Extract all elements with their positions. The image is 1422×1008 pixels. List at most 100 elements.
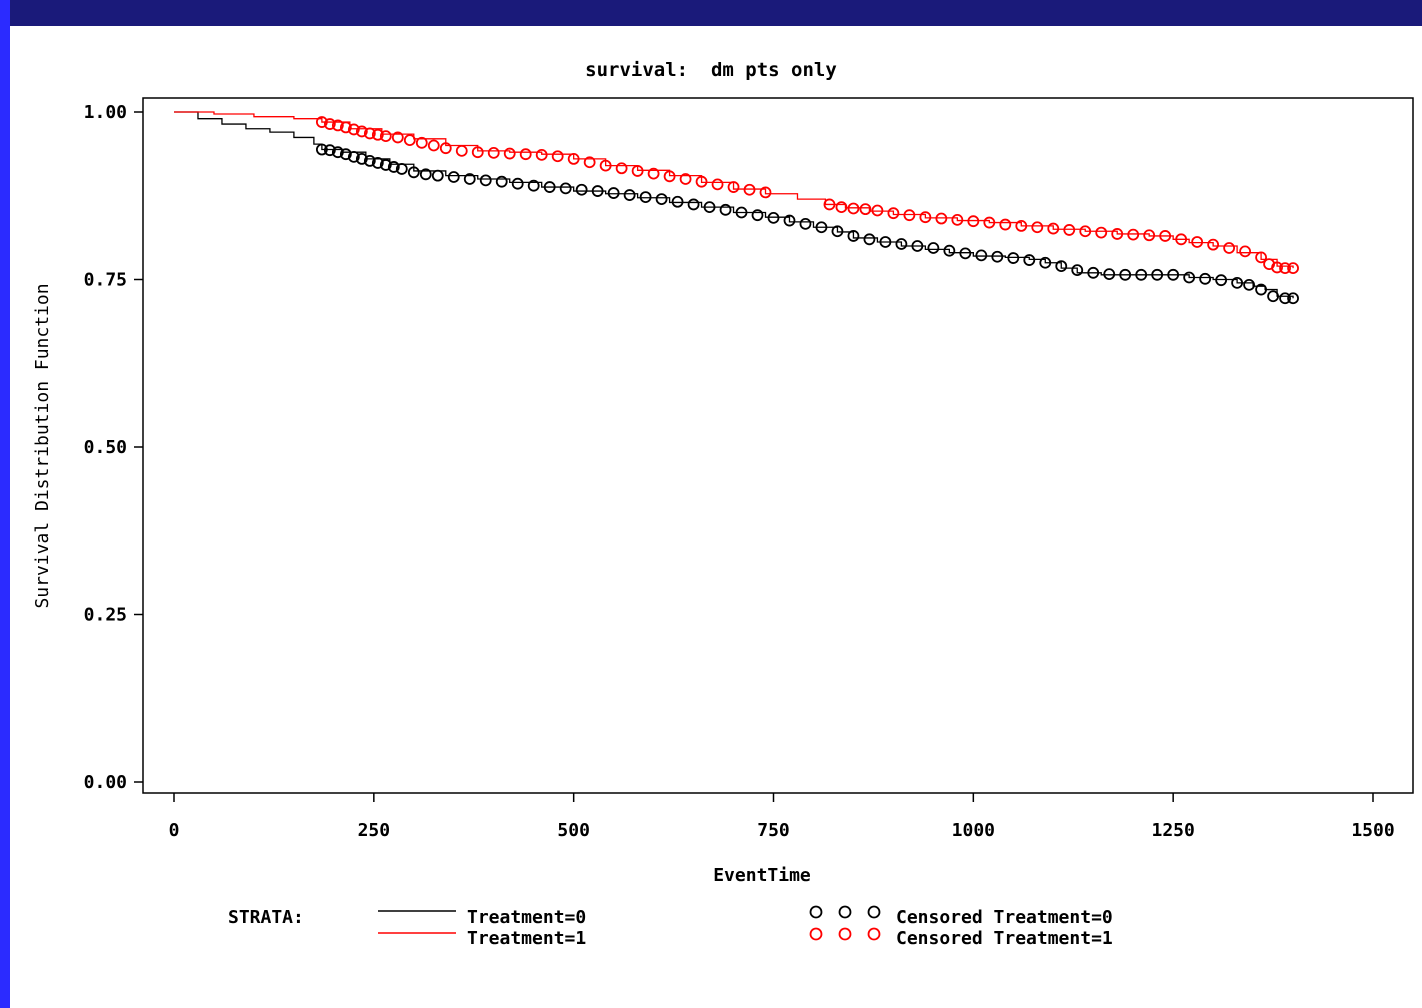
legend-text-censored1: Censored Treatment=1 [896, 928, 1113, 949]
censor-point-treatment1 [999, 218, 1012, 231]
censor-point-treatment0 [495, 175, 508, 188]
censor-point-treatment1 [615, 162, 628, 175]
censor-point-treatment0 [671, 195, 684, 208]
censor-point-treatment1 [599, 159, 612, 172]
censored-markers [315, 116, 1299, 305]
censor-point-treatment0 [687, 198, 700, 211]
censor-point-treatment0 [447, 171, 460, 183]
censor-point-treatment1 [415, 136, 428, 149]
y-tick-label: 0.25 [84, 605, 127, 626]
censor-point-treatment1 [1239, 245, 1252, 258]
censor-point-treatment0 [735, 206, 748, 219]
censor-point-treatment0 [1007, 252, 1020, 264]
censor-point-treatment0 [655, 193, 668, 206]
censor-point-treatment0 [379, 159, 392, 171]
censor-point-treatment1 [1175, 233, 1188, 246]
censor-point-treatment1 [1079, 225, 1092, 238]
censor-point-treatment0 [751, 209, 764, 222]
censor-point-treatment1 [439, 142, 452, 155]
censor-point-treatment0 [431, 169, 444, 182]
censor-point-treatment0 [1267, 290, 1279, 303]
plot-frame [142, 97, 1414, 794]
censor-point-treatment1 [711, 178, 724, 191]
censor-point-treatment1 [935, 212, 948, 225]
x-tick-label: 1250 [1151, 820, 1194, 841]
censor-point-treatment1 [663, 170, 676, 183]
censor-point-treatment0 [991, 250, 1004, 263]
censor-point-treatment1 [1127, 228, 1140, 241]
survival-chart: survival: dm pts only 0.00 0.25 0.50 0.75 1.… [32, 59, 1414, 949]
censor-point-treatment0 [623, 189, 636, 201]
legend: STRATA: Treatment=0 Treatment=1 Censored… [228, 905, 1113, 949]
censor-point-treatment1 [1279, 262, 1291, 275]
x-tick-label: 0 [169, 820, 180, 841]
x-tick-label: 250 [358, 820, 391, 841]
chart-panel: survival: dm pts only 0.00 0.25 0.50 0.75 1.… [10, 26, 1422, 1008]
censor-point-treatment0 [315, 143, 328, 156]
x-tick-label: 1500 [1351, 820, 1394, 841]
y-tick-label: 0.00 [84, 772, 127, 793]
censor-point-treatment0 [387, 161, 400, 173]
censor-point-treatment1 [471, 146, 484, 159]
censor-point-treatment1 [1191, 236, 1204, 248]
censor-point-treatment1 [1271, 261, 1283, 274]
x-axis: 0 250 500 750 1000 1250 1500 [169, 793, 1395, 841]
x-tick-label: 1000 [952, 820, 995, 841]
censor-point-treatment0 [355, 152, 368, 165]
censor-point-treatment0 [927, 242, 940, 254]
censor-point-treatment1 [859, 203, 872, 216]
censor-point-treatment1 [1159, 230, 1172, 242]
censor-point-treatment1 [379, 130, 392, 143]
censor-point-treatment0 [463, 173, 476, 185]
censor-point-treatment0 [1167, 268, 1180, 281]
legend-censor-symbols-treatment0 [809, 905, 881, 919]
x-tick-label: 500 [557, 820, 590, 841]
censor-point-treatment0 [527, 179, 540, 192]
censor-point-treatment0 [371, 157, 384, 169]
censor-point-treatment0 [847, 230, 860, 242]
censor-point-treatment1 [647, 167, 660, 180]
censor-point-treatment1 [391, 131, 404, 144]
censor-point-treatment1 [403, 134, 416, 147]
censor-point-treatment1 [871, 204, 884, 217]
censor-point-treatment1 [355, 125, 368, 138]
legend-text-treatment1: Treatment=1 [467, 928, 586, 949]
censor-point-treatment1 [1143, 229, 1156, 242]
censor-point-treatment0 [831, 225, 844, 238]
censor-point-treatment1 [983, 216, 996, 229]
censor-point-treatment0 [895, 238, 908, 250]
censor-point-treatment0 [1215, 274, 1228, 287]
censor-point-treatment1 [835, 201, 848, 214]
censor-point-treatment1 [519, 148, 532, 161]
censor-point-treatment0 [719, 203, 732, 216]
censor-point-treatment0 [407, 166, 420, 179]
censor-point-treatment1 [727, 181, 740, 193]
censor-point-treatment1 [847, 202, 860, 215]
y-tick-label: 1.00 [84, 102, 127, 123]
censor-point-treatment0 [703, 201, 716, 214]
censor-point-treatment1 [331, 119, 344, 132]
censor-point-treatment1 [823, 198, 836, 211]
censor-point-treatment0 [1087, 266, 1100, 279]
censor-point-treatment1 [743, 183, 756, 196]
censor-point-treatment0 [1103, 268, 1116, 281]
censor-point-treatment1 [679, 173, 692, 185]
censor-point-treatment1 [487, 146, 500, 159]
censor-point-treatment1 [631, 165, 644, 177]
censor-point-treatment0 [1183, 271, 1196, 284]
censor-point-treatment1 [551, 150, 564, 163]
censor-point-treatment0 [323, 144, 336, 157]
censor-point-treatment0 [879, 236, 892, 248]
censor-point-treatment1 [903, 209, 916, 222]
censor-point-treatment0 [1119, 268, 1132, 281]
censor-point-treatment1 [1223, 242, 1236, 254]
censor-point-treatment0 [783, 214, 796, 227]
censor-point-treatment1 [567, 152, 580, 165]
censor-point-treatment0 [639, 191, 652, 203]
censor-point-treatment0 [363, 155, 376, 167]
censor-point-treatment0 [1287, 292, 1299, 305]
censor-point-treatment1 [363, 127, 376, 140]
censor-point-treatment1 [455, 144, 468, 157]
censor-point-treatment0 [559, 182, 572, 195]
censor-point-treatment0 [1071, 264, 1084, 277]
